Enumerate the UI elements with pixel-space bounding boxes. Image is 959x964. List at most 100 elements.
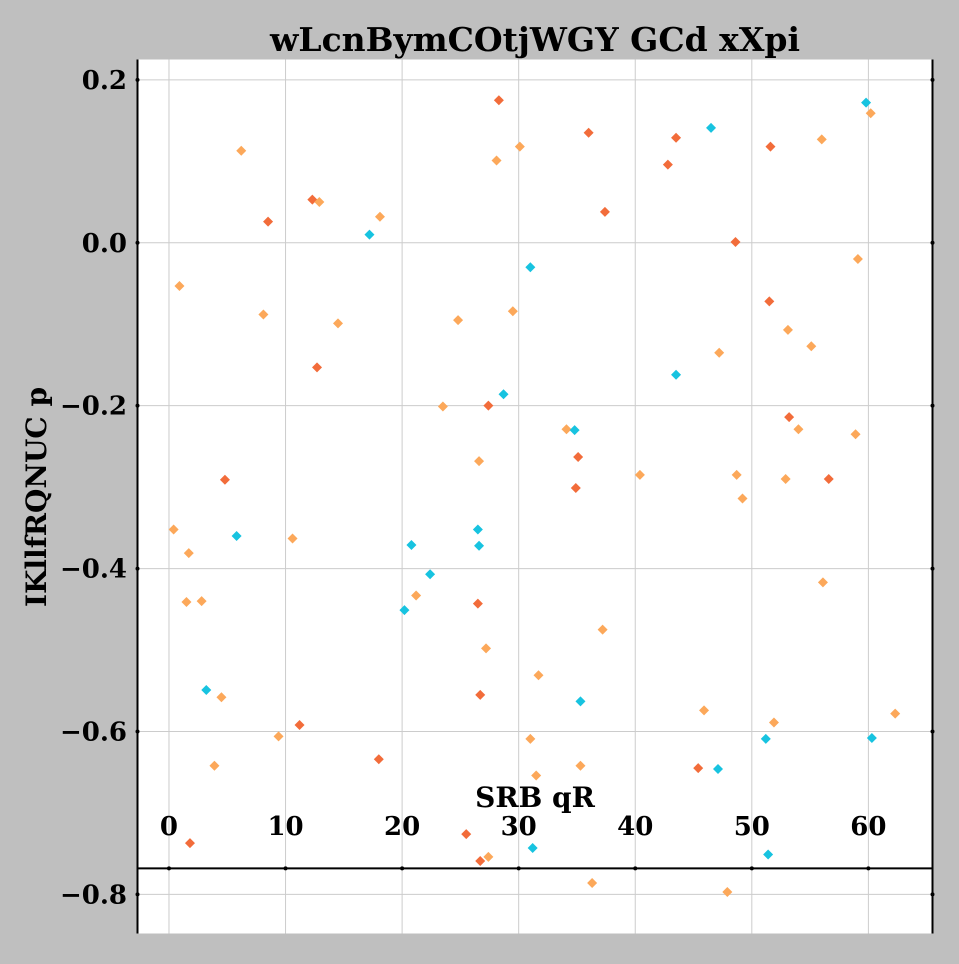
data-point-series-2: [714, 347, 725, 358]
data-point-series-2: [699, 705, 710, 716]
y-tick-mark: [135, 403, 140, 408]
data-point-series-2: [236, 145, 247, 156]
grid: [137, 59, 933, 934]
data-point-series-3: [527, 842, 538, 853]
data-point-series-2: [287, 533, 298, 544]
x-axis-label: SRB qR: [475, 781, 595, 814]
data-point-series-2: [768, 717, 779, 728]
x-tick-mark: [516, 866, 521, 871]
data-point-series-3: [201, 684, 212, 695]
y-tick-label: −0.8: [60, 880, 127, 910]
data-point-series-3: [231, 531, 242, 542]
data-point-series-1: [570, 482, 581, 493]
data-point-series-2: [374, 211, 385, 222]
data-point-series-2: [817, 577, 828, 588]
data-point-series-2: [531, 770, 542, 781]
data-point-series-1: [184, 838, 195, 849]
data-point-series-1: [475, 856, 486, 867]
y-tick-label: −0.6: [60, 717, 127, 747]
data-point-series-1: [263, 216, 274, 227]
data-point-series-1: [764, 296, 775, 307]
data-point-series-3: [425, 569, 436, 580]
data-point-series-2: [722, 886, 733, 897]
x-tick-label: 10: [267, 812, 303, 842]
data-point-series-2: [314, 197, 325, 208]
x-tick-mark: [166, 866, 171, 871]
x-tick-label: 30: [501, 812, 537, 842]
data-point-series-2: [168, 524, 179, 535]
data-point-series-2: [411, 590, 422, 601]
data-point-series-1: [693, 763, 704, 774]
data-point-series-2: [737, 493, 748, 504]
y-tick-mark-right: [930, 77, 935, 82]
data-point-series-3: [861, 97, 872, 108]
data-point-series-3: [671, 369, 682, 380]
y-tick-mark-right: [930, 729, 935, 734]
data-point-series-2: [597, 624, 608, 635]
data-point-series-3: [498, 389, 509, 400]
data-point-series-2: [491, 155, 502, 166]
data-point-series-2: [561, 424, 572, 435]
data-point-series-1: [475, 689, 486, 700]
data-point-series-2: [806, 341, 817, 352]
data-point-series-2: [852, 254, 863, 265]
x-tick-label: 0: [160, 812, 178, 842]
data-point-series-3: [569, 425, 580, 436]
data-point-series-2: [258, 309, 269, 320]
data-point-series-2: [216, 692, 227, 703]
x-tick-mark: [400, 866, 405, 871]
data-point-series-1: [730, 236, 741, 247]
data-point-series-1: [765, 141, 776, 152]
x-tick-mark: [749, 866, 754, 871]
data-point-series-2: [793, 424, 804, 435]
data-point-series-2: [780, 473, 791, 484]
data-point-series-2: [196, 596, 207, 607]
data-point-series-2: [481, 643, 492, 654]
data-point-series-3: [364, 229, 375, 240]
data-point-series-1: [373, 754, 384, 765]
data-point-series-3: [525, 262, 536, 273]
x-tick-mark: [866, 866, 871, 871]
y-tick-label: 0.2: [82, 66, 127, 96]
data-point-series-2: [507, 306, 518, 317]
y-tick-label: −0.2: [60, 392, 127, 422]
data-point-series-2: [634, 469, 645, 480]
y-tick-mark: [135, 892, 140, 897]
data-point-series-2: [474, 456, 485, 467]
data-point-series-2: [816, 134, 827, 145]
y-tick-mark-right: [930, 566, 935, 571]
data-point-series-2: [890, 708, 901, 719]
y-tick-label: 0.0: [82, 229, 127, 259]
data-point-series-3: [760, 733, 771, 744]
y-tick-mark: [135, 77, 140, 82]
data-point-series-1: [823, 473, 834, 484]
tick-labels: 0 10 20 30 40 50 60 0.2 0.0 −0.2 −0.4 −0.6 −0.8: [60, 66, 935, 910]
data-point-series-2: [174, 280, 185, 291]
data-point-series-2: [525, 733, 536, 744]
y-tick-mark: [135, 240, 140, 245]
y-axis-label: IKllfRQNUC p: [20, 387, 53, 607]
data-point-series-2: [731, 469, 742, 480]
data-point-series-3: [706, 122, 717, 133]
data-point-series-1: [573, 451, 584, 462]
plot-area: [137, 59, 933, 934]
data-point-series-3: [763, 849, 774, 860]
axes: [136, 59, 934, 934]
data-point-series-3: [866, 733, 877, 744]
y-tick-mark-right: [930, 240, 935, 245]
x-tick-label: 50: [734, 812, 770, 842]
data-point-series-1: [461, 829, 472, 840]
data-point-series-1: [583, 127, 594, 138]
x-tick-label: 60: [850, 812, 886, 842]
data-point-series-2: [865, 108, 876, 119]
data-point-series-3: [575, 696, 586, 707]
x-tick-label: 40: [617, 812, 653, 842]
data-point-series-2: [483, 851, 494, 862]
data-point-series-2: [850, 429, 861, 440]
chart-title: wLcnBymCOtjWGY GCd xXpi: [269, 20, 800, 59]
data-point-series-1: [219, 474, 230, 485]
data-point-series-3: [472, 524, 483, 535]
data-point-series-2: [183, 548, 194, 559]
data-point-series-1: [472, 598, 483, 609]
